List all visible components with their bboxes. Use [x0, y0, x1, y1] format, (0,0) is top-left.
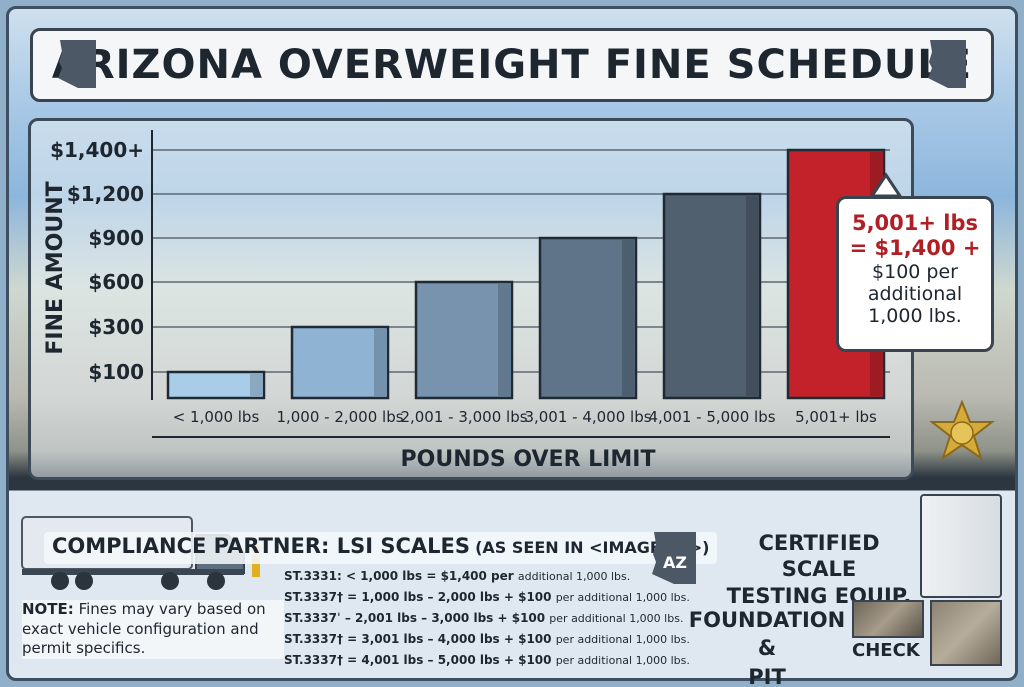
bar — [662, 192, 762, 400]
bar — [414, 280, 514, 400]
x-category-label: 3,001 - 4,000 lbs — [524, 408, 651, 426]
y-ticks: $100 $300 $600 $900 $1,200 $1,400+ — [50, 138, 144, 384]
bar-shade — [746, 196, 758, 396]
statute-row: ST.3337ˈ – 2,001 lbs – 3,000 lbs + $100 … — [284, 611, 684, 625]
callout-line-5: 1,000 lbs. — [868, 305, 962, 328]
test-weight-icon — [920, 494, 1002, 598]
y-tick-label: $1,400+ — [50, 138, 144, 162]
arizona-state-icon: AZ — [652, 532, 696, 584]
x-category-label: 1,000 - 2,000 lbs — [276, 408, 403, 426]
y-tick-label: $1,200 — [67, 182, 144, 206]
check-label: CHECK — [852, 640, 920, 661]
sheriff-badge-icon — [929, 400, 995, 461]
certified-equipment: CERTIFIED SCALE TESTING EQUIP. — [724, 530, 914, 609]
highlight-callout: 5,001+ lbs = $1,400 + $100 per additiona… — [836, 196, 994, 352]
scale-indicator-icon — [930, 600, 1002, 666]
y-tick-label: $600 — [88, 270, 144, 294]
x-category-label: 5,001+ lbs — [795, 408, 877, 426]
y-tick-label: $100 — [88, 360, 144, 384]
bar-shade — [250, 374, 262, 396]
partner-title: COMPLIANCE PARTNER: LSI SCALES — [52, 534, 470, 558]
note: NOTE: Fines may vary based on exact vehi… — [22, 600, 284, 659]
bar — [538, 236, 638, 400]
y-tick-label: $300 — [88, 315, 144, 339]
grid-lines — [152, 149, 890, 373]
bar-shade — [374, 329, 386, 396]
compliance-partner: COMPLIANCE PARTNER: LSI SCALES (AS SEEN … — [44, 532, 718, 564]
x-category-label: 2,001 - 3,000 lbs — [400, 408, 527, 426]
statute-row: ST.3337† = 1,000 lbs – 2,000 lbs + $100 … — [284, 590, 690, 604]
arizona-state-icon — [58, 40, 96, 88]
pit-photo — [852, 600, 924, 638]
y-tick-label: $900 — [88, 226, 144, 250]
callout-line-2: = $1,400 + — [849, 235, 981, 260]
statute-list: ST.3331: < 1,000 lbs = $1,400 per additi… — [284, 566, 690, 671]
bar — [166, 370, 266, 400]
partner-subtitle: (AS SEEN IN <IMAGE 37>) — [475, 538, 710, 557]
callout-line-1: 5,001+ lbs — [851, 211, 979, 235]
bar — [290, 325, 390, 400]
note-label: NOTE: — [22, 600, 74, 618]
statute-row: ST.3331: < 1,000 lbs = $1,400 per additi… — [284, 569, 631, 583]
bar-shade — [622, 240, 634, 396]
y-axis-title: FINE AMOUNT — [43, 181, 68, 354]
certified-line-1: CERTIFIED SCALE — [758, 531, 880, 582]
callout-line-4: additional — [867, 282, 963, 305]
page-title: ARIZONA OVERWEIGHT FINE SCHEDULE — [51, 42, 973, 88]
foundation-line-2: PIT INSPECTION — [748, 664, 786, 687]
az-badge-label: AZ — [663, 553, 687, 572]
x-category-label: < 1,000 lbs — [173, 408, 260, 426]
callout-line-3: $100 per — [872, 260, 958, 283]
foundation-inspection: FOUNDATION & PIT INSPECTION — [682, 606, 852, 687]
x-axis-title: POUNDS OVER LIMIT — [401, 447, 656, 472]
arizona-state-icon — [928, 40, 966, 88]
bars — [166, 148, 886, 400]
title-banner: ARIZONA OVERWEIGHT FINE SCHEDULE — [30, 28, 994, 102]
statute-row: ST.3337† = 3,001 lbs – 4,000 lbs + $100 … — [284, 632, 690, 646]
bar-shade — [498, 284, 510, 396]
x-category-label: 4,001 - 5,000 lbs — [648, 408, 775, 426]
note-text: Fines may vary based on exact vehicle co… — [22, 600, 266, 657]
foundation-line-1: FOUNDATION & — [688, 608, 846, 661]
statute-row: ST.3337† = 4,001 lbs – 5,000 lbs + $100 … — [284, 653, 690, 667]
